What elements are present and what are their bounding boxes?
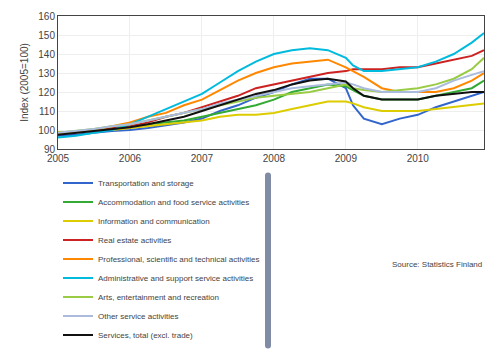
svg-text:2009: 2009 [335,153,358,164]
svg-text:130: 130 [38,68,55,79]
svg-text:2005: 2005 [47,153,70,164]
svg-text:90: 90 [44,144,56,155]
svg-text:Real estate activities: Real estate activities [98,236,171,245]
svg-text:2006: 2006 [119,153,142,164]
svg-text:160: 160 [38,11,55,22]
svg-text:110: 110 [39,106,55,117]
svg-text:Information and communication: Information and communication [98,217,210,226]
svg-text:Arts, entertainment and recrea: Arts, entertainment and recreation [98,293,219,302]
svg-text:Accommodation and food service: Accommodation and food service activitie… [98,198,249,207]
svg-text:2007: 2007 [191,153,214,164]
svg-text:Services, total (excl. trade): Services, total (excl. trade) [98,331,193,340]
svg-text:Transportation and storage: Transportation and storage [98,179,194,188]
svg-text:100: 100 [38,125,55,136]
svg-text:Other service activities: Other service activities [98,312,178,321]
svg-text:Professional, scientific and t: Professional, scientific and technical a… [98,255,259,264]
svg-text:2010: 2010 [407,153,430,164]
svg-text:2008: 2008 [263,153,286,164]
svg-text:140: 140 [38,49,55,60]
svg-text:120: 120 [38,87,55,98]
svg-text:150: 150 [38,30,55,41]
svg-text:Source: Statistics Finland: Source: Statistics Finland [392,260,482,269]
svg-text:Administrative and support ser: Administrative and support service activ… [98,274,253,283]
svg-text:Index (2005=100): Index (2005=100) [19,43,30,122]
